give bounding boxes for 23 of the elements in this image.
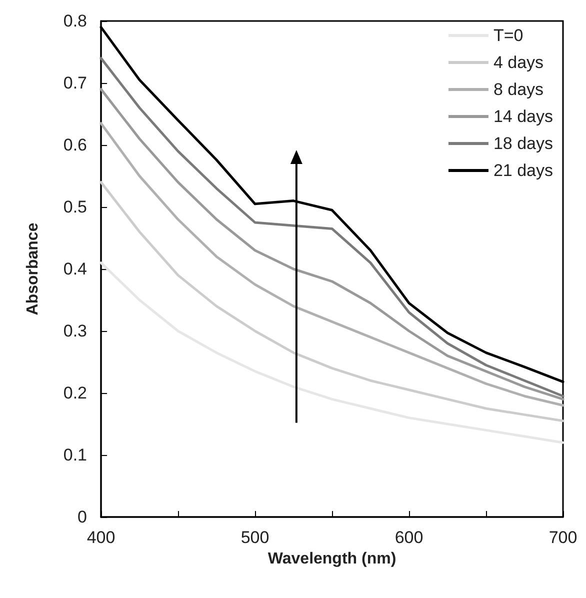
- legend-label: T=0: [493, 26, 524, 45]
- legend-label: 18 days: [493, 134, 554, 153]
- line-series: [100, 262, 564, 444]
- y-tick-label: 0.1: [63, 446, 87, 464]
- y-tick-label: 0.7: [63, 74, 87, 92]
- y-tick-label: 0: [78, 508, 87, 526]
- y-axis-title: Absorbance: [24, 222, 42, 316]
- x-tick-label: 500: [240, 528, 270, 547]
- x-tick-label: 600: [394, 528, 424, 547]
- y-tick-label: 0.8: [63, 12, 87, 30]
- line-series: [100, 180, 564, 422]
- y-tick-label: 0.2: [63, 384, 87, 402]
- y-tick-label: 0.4: [63, 260, 87, 278]
- y-tick-label: 0.6: [63, 136, 87, 154]
- y-tick-label: 0.3: [63, 322, 87, 340]
- legend-label: 21 days: [493, 161, 554, 180]
- x-tick-label: 400: [86, 528, 116, 547]
- legend-label: 4 days: [493, 53, 544, 72]
- x-tick-label: 700: [548, 528, 578, 547]
- legend-label: 14 days: [493, 107, 554, 126]
- x-axis-title: Wavelength (nm): [268, 550, 396, 568]
- y-tick-label: 0.5: [63, 198, 87, 216]
- legend-label: 8 days: [493, 80, 544, 99]
